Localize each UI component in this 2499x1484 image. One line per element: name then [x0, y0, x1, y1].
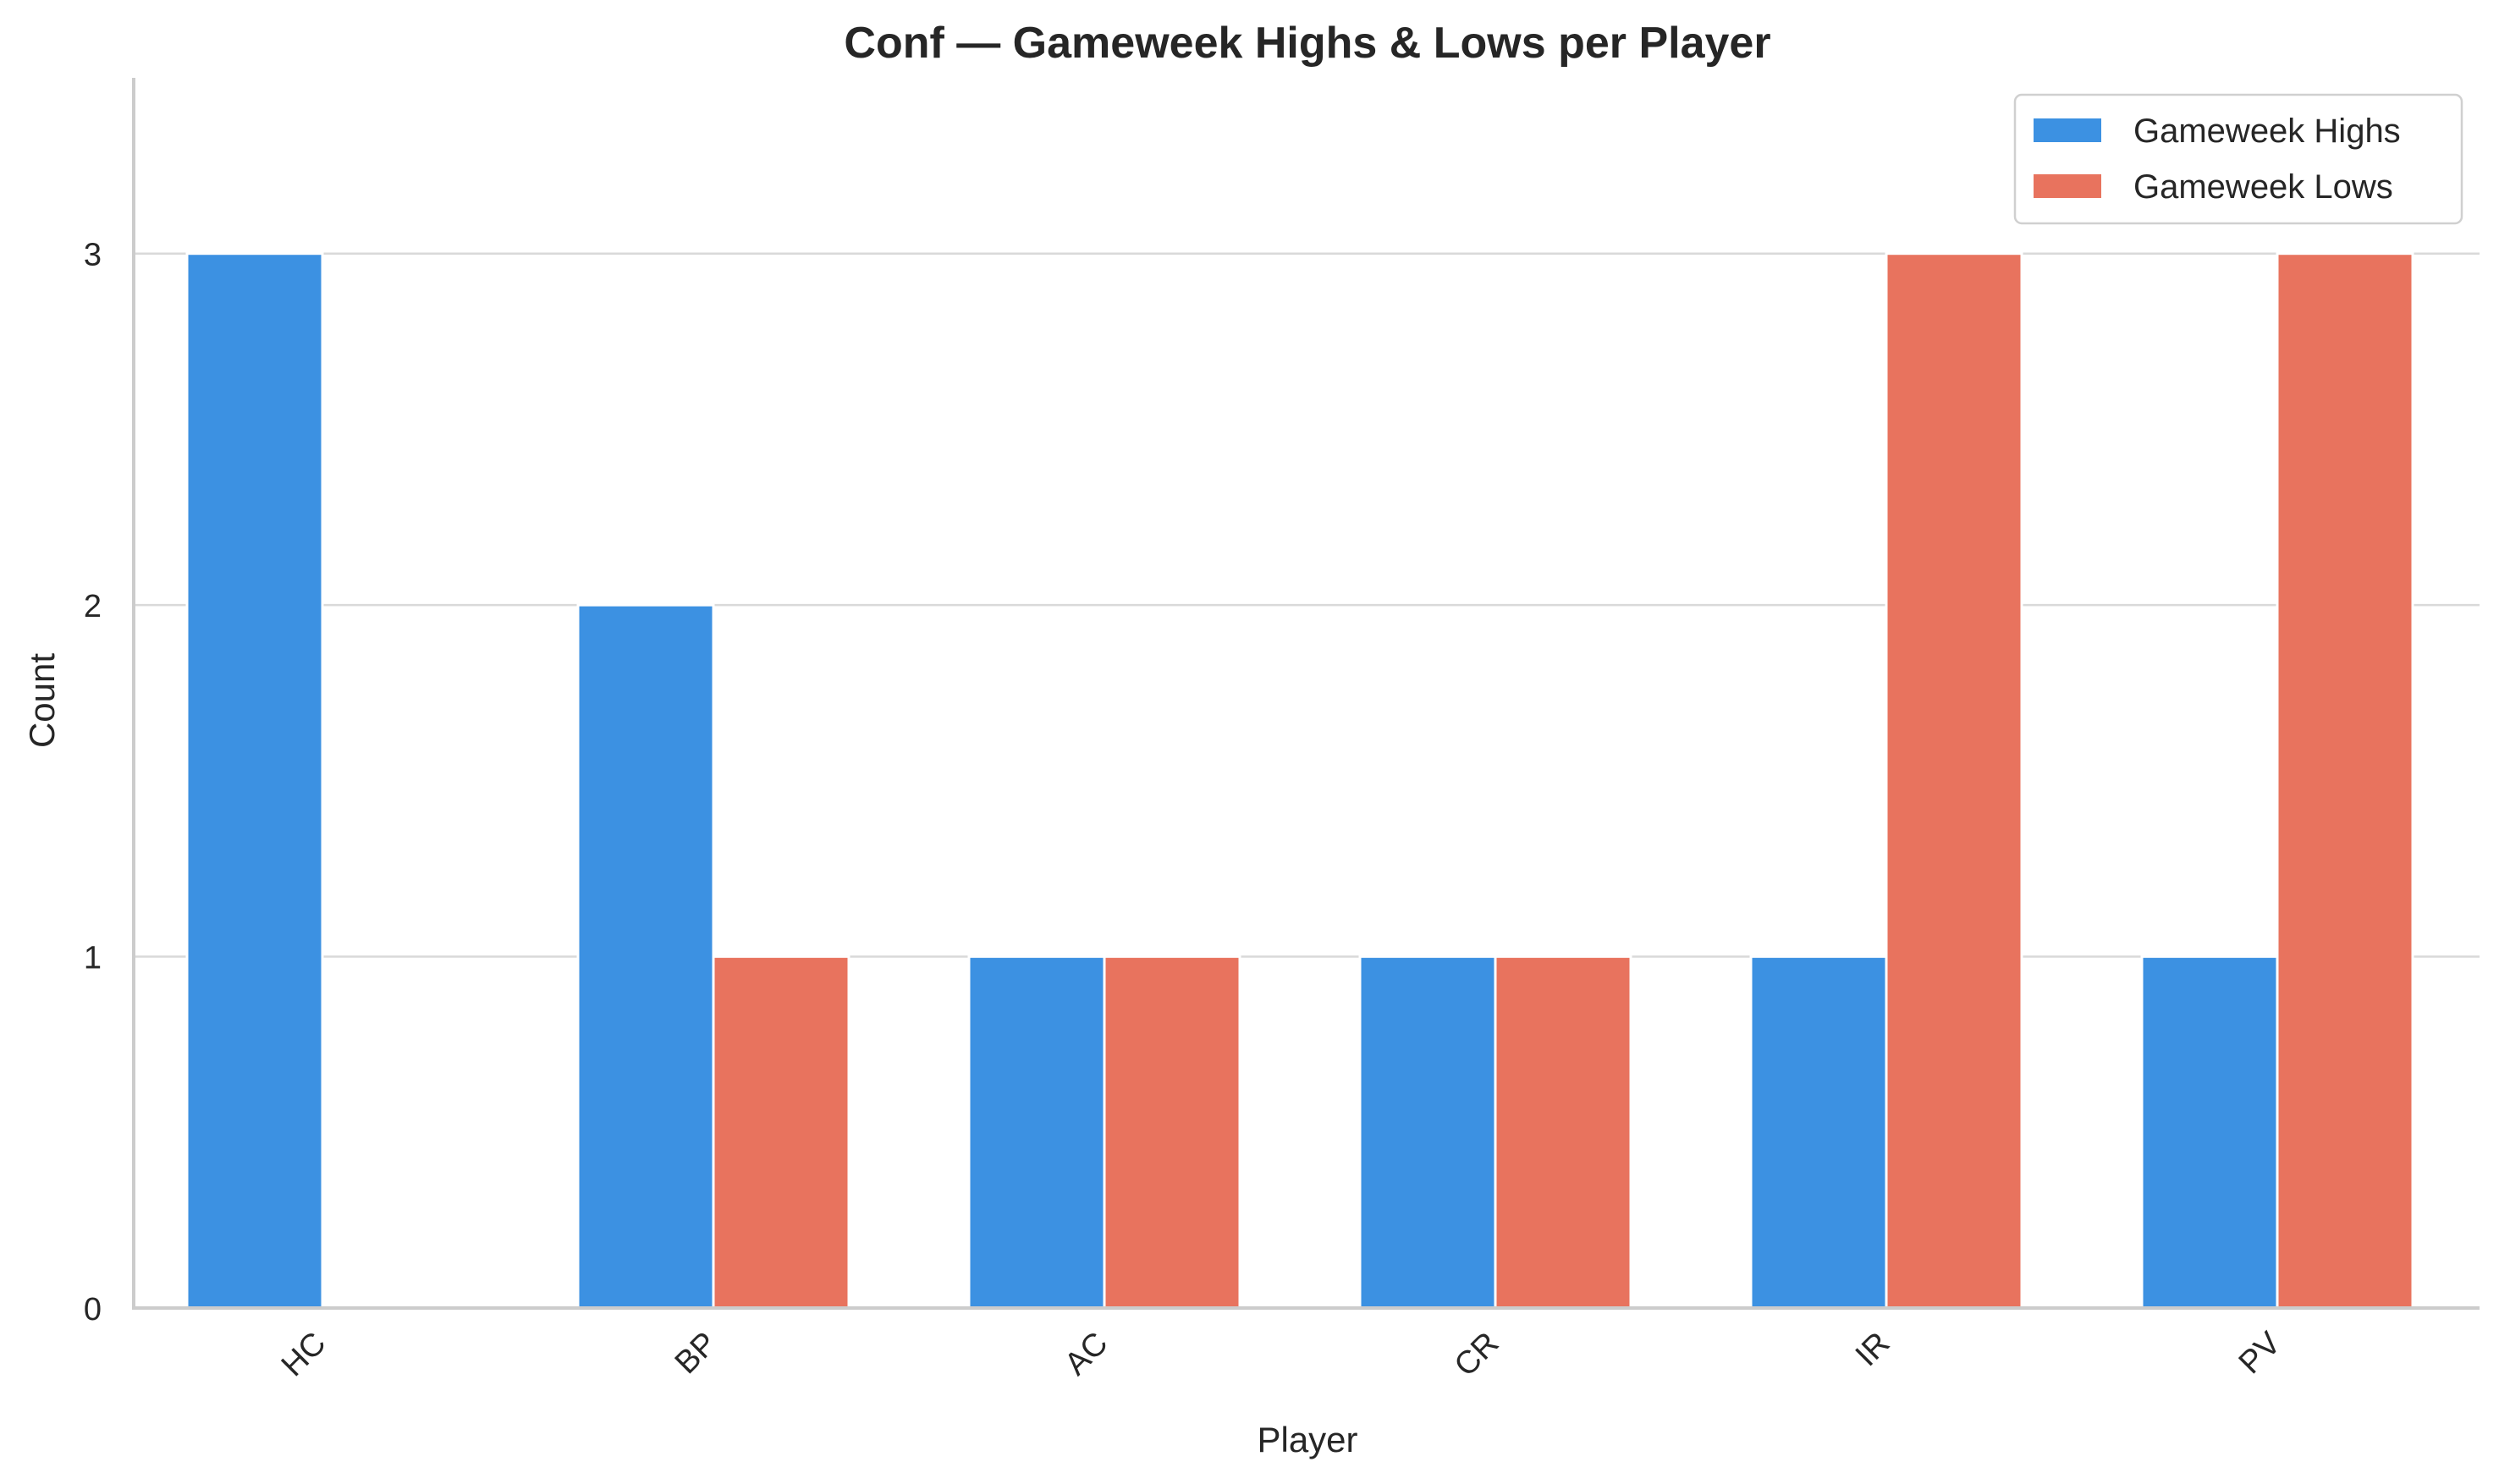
bar-ir-highs [1749, 955, 1888, 1310]
legend-box [2013, 93, 2463, 225]
legend-label-lows: Gameweek Lows [2133, 168, 2393, 206]
y-tick-label: 0 [84, 1292, 102, 1327]
bar-pv-highs [2140, 955, 2279, 1310]
x-tick-label: IR [1849, 1326, 1897, 1374]
y-axis-label: Count [22, 653, 62, 748]
legend-swatch-lows [2034, 174, 2101, 198]
x-tick-label: AC [1058, 1326, 1115, 1382]
bar-cr-lows [1494, 955, 1632, 1310]
bar-bp-lows [712, 955, 850, 1310]
y-tick-label: 2 [84, 589, 102, 624]
x-tick-label: CR [1448, 1326, 1506, 1384]
x-axis-label: Player [1257, 1420, 1357, 1459]
x-tick-labels: HC BP AC CR IR PV [275, 1325, 2288, 1383]
bar-cr-highs [1358, 955, 1497, 1310]
axes-spines [132, 78, 2480, 1310]
bar-pv-lows [2276, 252, 2414, 1310]
bar-ac-highs [967, 955, 1106, 1310]
bar-bp-highs [576, 603, 715, 1310]
x-tick-label: BP [669, 1326, 724, 1382]
legend: Gameweek Highs Gameweek Lows [2013, 93, 2463, 225]
chart-title: Conf — Gameweek Highs & Lows per Player [844, 19, 1770, 68]
x-tick-label: HC [275, 1326, 333, 1384]
y-tick-label: 3 [84, 238, 102, 273]
bar-ir-lows [1885, 252, 2023, 1310]
legend-label-highs: Gameweek Highs [2133, 113, 2401, 150]
gridlines [134, 252, 2480, 958]
bar-hc-highs [185, 252, 324, 1310]
bar-ac-lows [1103, 955, 1241, 1310]
bars [185, 252, 2414, 1310]
y-tick-label: 1 [84, 941, 102, 976]
y-tick-labels: 0 1 2 3 [84, 238, 102, 1327]
legend-swatch-highs [2034, 118, 2101, 142]
x-tick-label: PV [2232, 1325, 2288, 1381]
